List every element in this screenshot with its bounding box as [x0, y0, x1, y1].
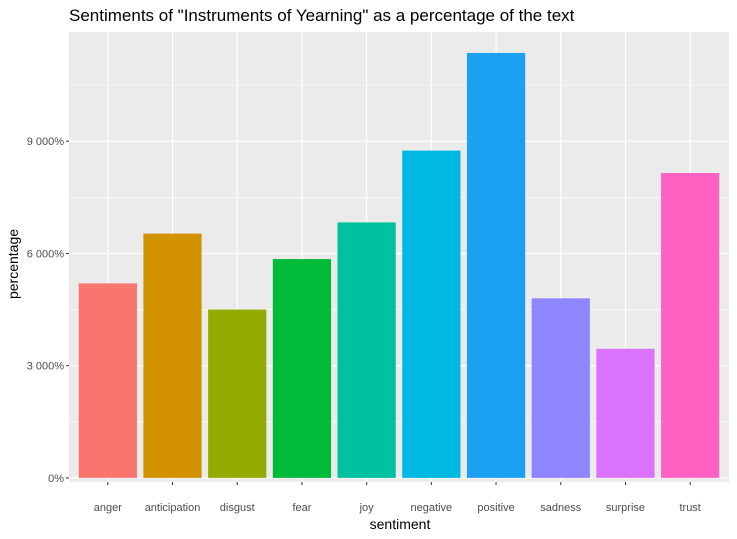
chart-title: Sentiments of "Instruments of Yearning" …	[69, 6, 575, 25]
bar-anticipation	[143, 233, 202, 478]
y-tick-label: 9 000%	[27, 136, 65, 148]
x-tick-label: joy	[359, 502, 375, 514]
x-axis-title: sentiment	[370, 516, 431, 532]
y-axis-title: percentage	[5, 229, 21, 299]
bar-sadness	[531, 298, 590, 478]
y-tick-label: 3 000%	[27, 361, 65, 373]
bar-surprise	[596, 348, 655, 478]
x-tick-label: negative	[411, 502, 453, 514]
x-tick-label: fear	[292, 502, 311, 514]
bar-fear	[272, 259, 332, 478]
bar-joy	[337, 222, 396, 478]
bars	[78, 52, 720, 478]
bar-disgust	[208, 309, 267, 478]
x-tick-label: surprise	[606, 502, 645, 514]
x-tick-label: sadness	[540, 502, 581, 514]
y-tick-label: 6 000%	[27, 248, 65, 260]
bar-anger	[78, 283, 137, 478]
x-axis: anger anticipation disgust fear joy negative p…	[94, 482, 701, 514]
y-tick-label: 0%	[48, 473, 64, 485]
x-tick-label: anticipation	[145, 502, 201, 514]
x-tick-label: anger	[94, 502, 122, 514]
y-axis: 0% 3 000% 6 000% 9 000%	[27, 136, 69, 485]
x-tick-label: trust	[679, 502, 700, 514]
bar-positive	[466, 52, 526, 478]
x-tick-label: positive	[477, 502, 514, 514]
bar-negative	[402, 150, 461, 478]
x-tick-label: disgust	[220, 502, 255, 514]
bar-trust	[661, 173, 720, 478]
